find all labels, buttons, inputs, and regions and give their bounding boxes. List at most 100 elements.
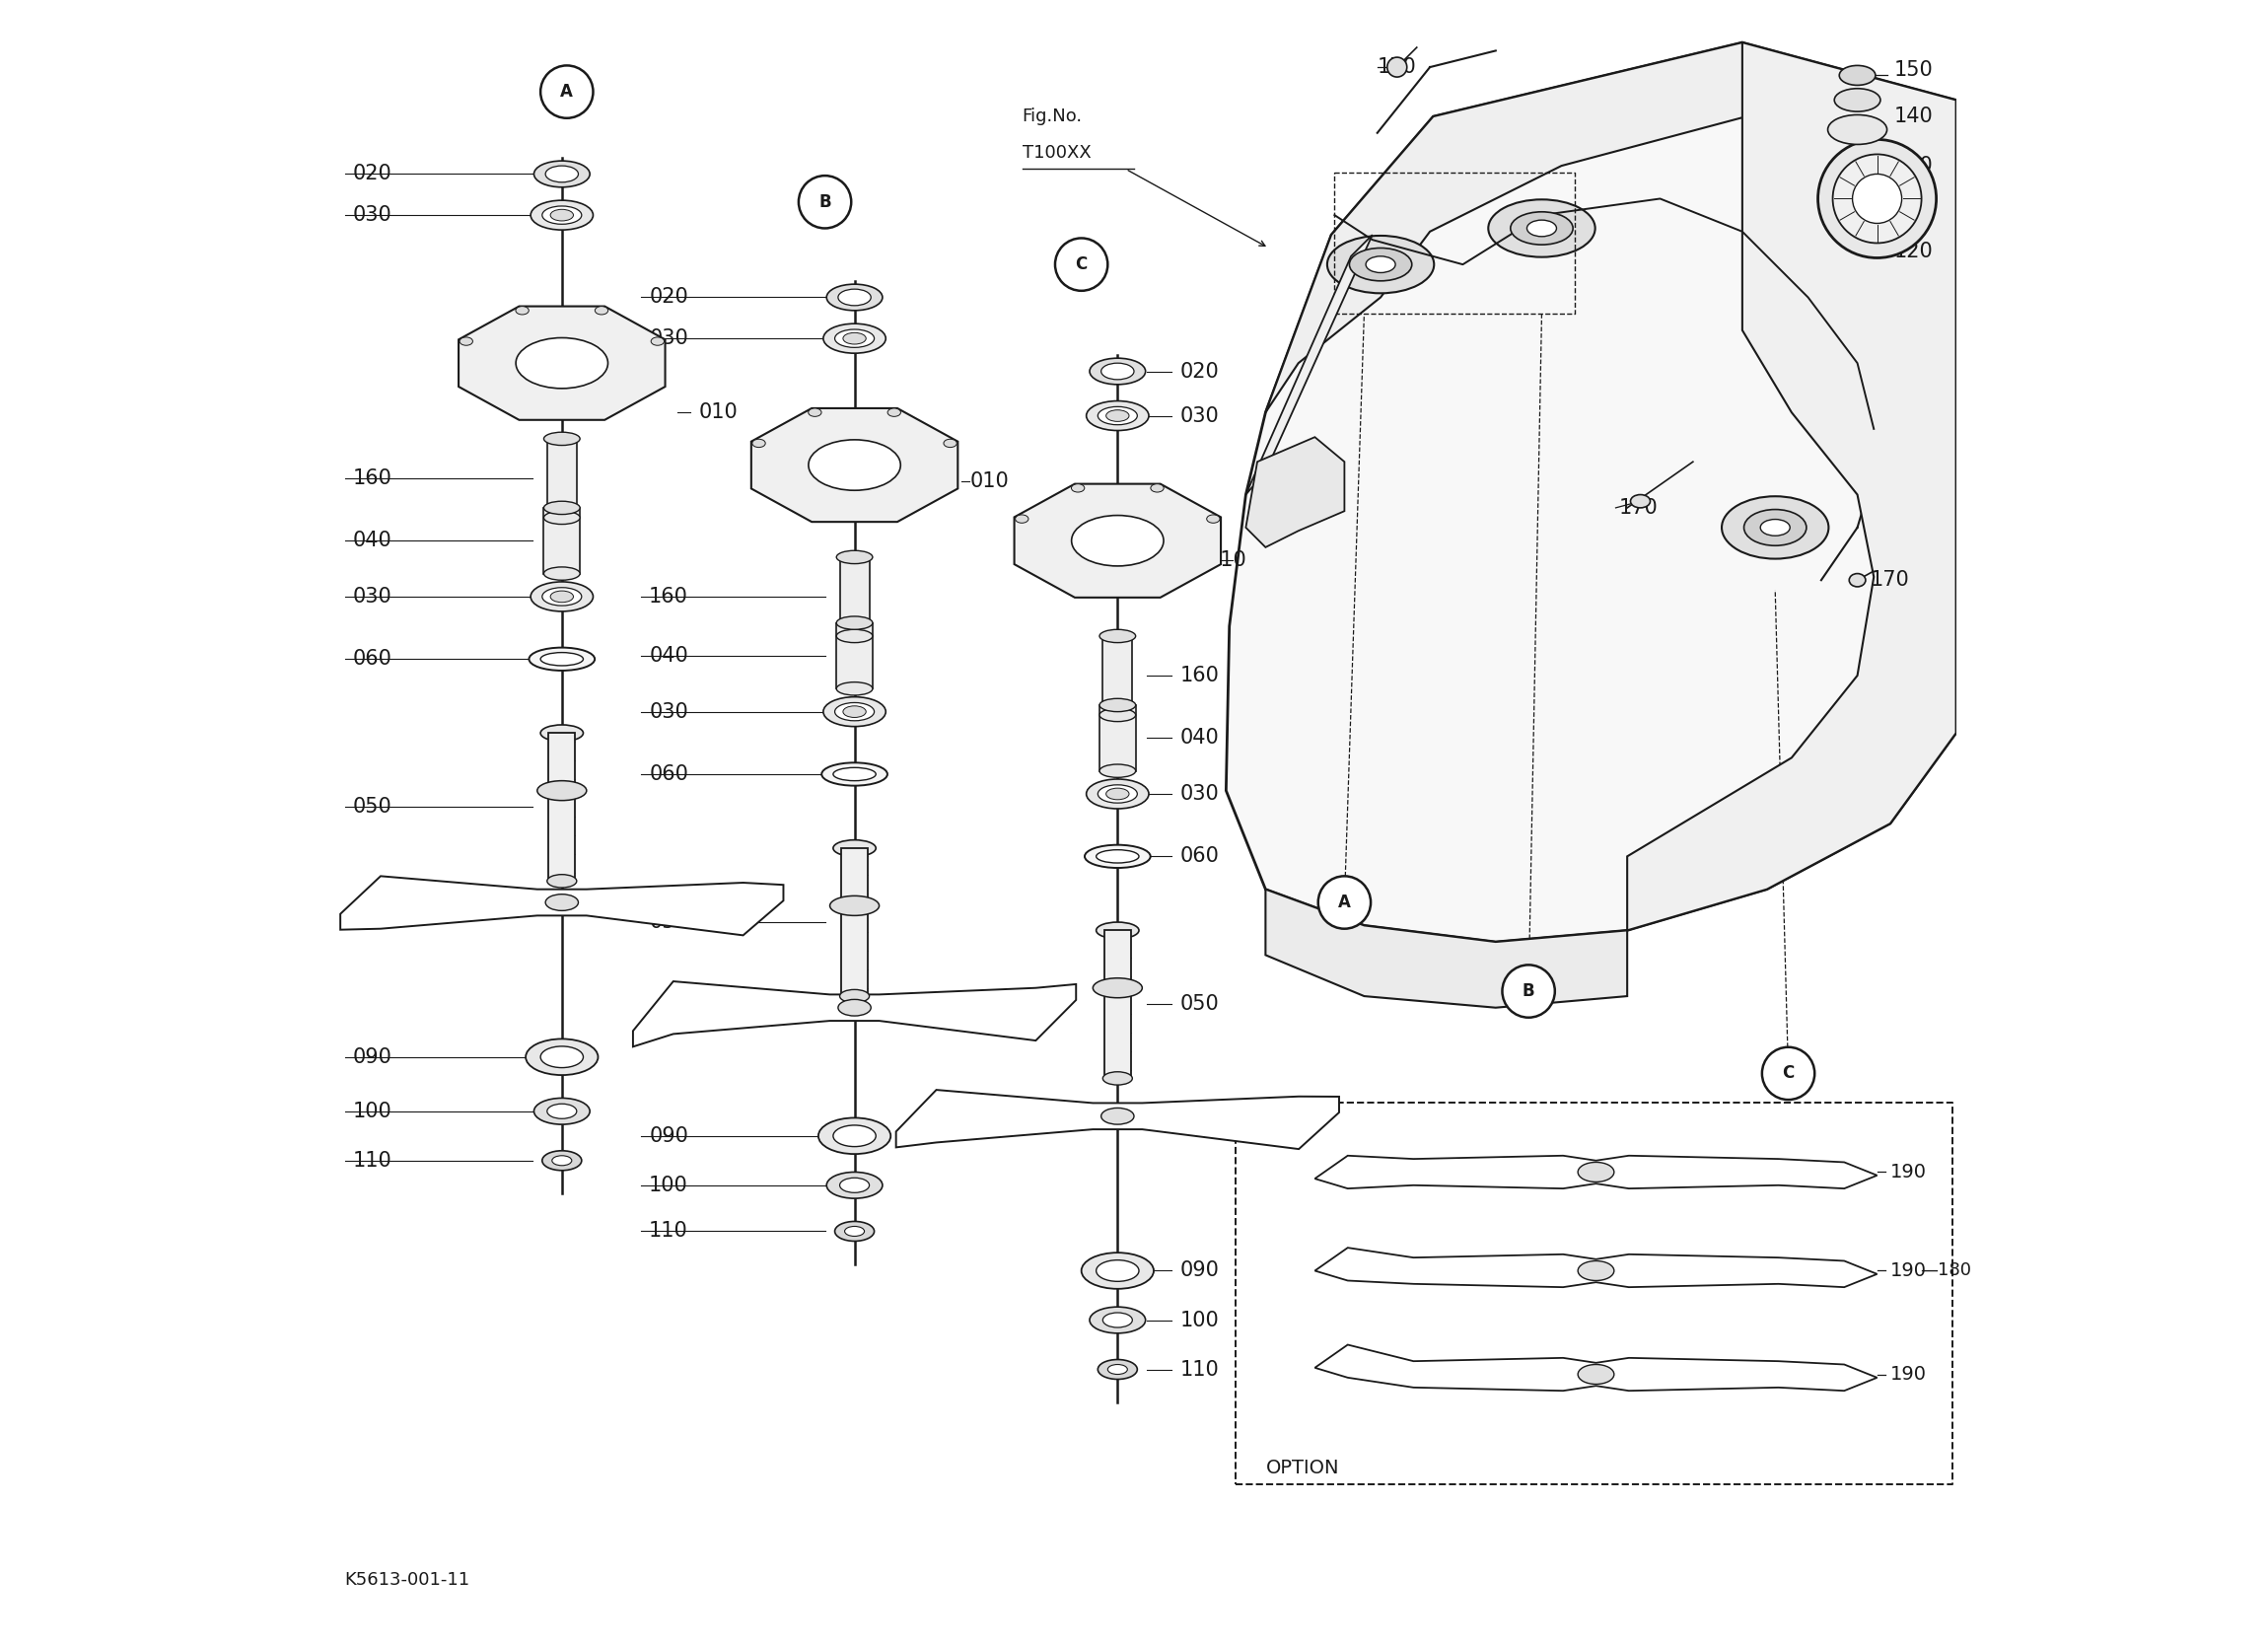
Text: 110: 110: [354, 1151, 392, 1171]
Text: 050: 050: [1179, 995, 1220, 1015]
Text: 040: 040: [649, 646, 687, 665]
Ellipse shape: [1016, 516, 1027, 524]
Polygon shape: [1014, 484, 1220, 598]
Ellipse shape: [1100, 708, 1136, 721]
Ellipse shape: [1102, 1072, 1132, 1085]
Text: 080: 080: [905, 1003, 943, 1023]
Ellipse shape: [1828, 115, 1887, 145]
Ellipse shape: [1100, 698, 1136, 712]
Text: 160: 160: [354, 468, 392, 488]
Text: 050: 050: [354, 797, 392, 817]
Circle shape: [798, 176, 850, 229]
Ellipse shape: [1093, 978, 1143, 998]
Text: 160: 160: [649, 586, 687, 606]
Ellipse shape: [839, 990, 869, 1003]
Circle shape: [1055, 239, 1107, 292]
Ellipse shape: [823, 324, 887, 352]
Ellipse shape: [1839, 66, 1876, 86]
Ellipse shape: [807, 440, 900, 491]
Ellipse shape: [1107, 789, 1129, 800]
Ellipse shape: [1100, 764, 1136, 777]
Text: 090: 090: [1179, 1262, 1220, 1281]
Ellipse shape: [832, 1125, 875, 1146]
Ellipse shape: [538, 781, 587, 800]
Bar: [1105, 931, 1132, 1079]
Text: 080: 080: [642, 893, 680, 912]
Circle shape: [1318, 876, 1370, 929]
Ellipse shape: [544, 501, 581, 514]
Text: C: C: [1783, 1064, 1794, 1082]
Ellipse shape: [832, 840, 875, 856]
Ellipse shape: [1098, 407, 1136, 425]
Bar: [839, 557, 869, 636]
Ellipse shape: [1760, 519, 1789, 535]
Ellipse shape: [1086, 779, 1150, 809]
Ellipse shape: [544, 511, 581, 524]
Ellipse shape: [1207, 516, 1220, 524]
Ellipse shape: [544, 432, 581, 445]
Polygon shape: [896, 1090, 1338, 1150]
Text: Fig.No.: Fig.No.: [1023, 107, 1082, 125]
Ellipse shape: [839, 290, 871, 306]
Text: T100XX: T100XX: [1023, 143, 1091, 161]
Ellipse shape: [544, 166, 578, 183]
Circle shape: [1762, 1047, 1814, 1100]
Ellipse shape: [1150, 484, 1163, 492]
Ellipse shape: [540, 1046, 583, 1067]
Ellipse shape: [1095, 850, 1139, 863]
Ellipse shape: [1100, 629, 1136, 642]
Text: 110: 110: [1179, 1359, 1220, 1379]
Ellipse shape: [1819, 140, 1937, 259]
Polygon shape: [1315, 1344, 1878, 1390]
Polygon shape: [1315, 1248, 1878, 1288]
Text: 190: 190: [1889, 1163, 1928, 1181]
Text: 030: 030: [354, 586, 392, 606]
Text: A: A: [1338, 894, 1352, 911]
Ellipse shape: [540, 725, 583, 741]
Polygon shape: [1245, 436, 1345, 547]
Ellipse shape: [823, 697, 887, 726]
Ellipse shape: [807, 408, 821, 417]
Ellipse shape: [1579, 1163, 1615, 1183]
Bar: [549, 733, 576, 881]
Text: C: C: [1075, 255, 1086, 273]
Text: 100: 100: [1179, 1311, 1220, 1329]
Text: B: B: [1522, 982, 1535, 1000]
Text: 170: 170: [1619, 497, 1658, 517]
Ellipse shape: [1070, 516, 1163, 567]
Ellipse shape: [533, 1099, 590, 1125]
Ellipse shape: [819, 1118, 891, 1155]
Text: 130: 130: [1894, 156, 1932, 176]
Ellipse shape: [1853, 175, 1903, 224]
Ellipse shape: [839, 1178, 869, 1192]
Text: 020: 020: [649, 288, 687, 308]
Ellipse shape: [551, 591, 574, 603]
Text: 190: 190: [1889, 1262, 1928, 1280]
Ellipse shape: [826, 1173, 882, 1199]
Text: 030: 030: [354, 206, 392, 226]
Circle shape: [1501, 965, 1556, 1018]
Ellipse shape: [1102, 1313, 1132, 1327]
Ellipse shape: [1084, 845, 1150, 868]
Text: 080: 080: [950, 1110, 989, 1130]
Text: 170: 170: [1871, 570, 1910, 590]
Text: 030: 030: [649, 702, 687, 721]
Ellipse shape: [542, 206, 581, 224]
Ellipse shape: [551, 209, 574, 221]
Ellipse shape: [1631, 494, 1651, 507]
Polygon shape: [458, 306, 665, 420]
Text: 090: 090: [354, 1047, 392, 1067]
Ellipse shape: [837, 550, 873, 563]
Ellipse shape: [1833, 155, 1921, 244]
Ellipse shape: [1579, 1262, 1615, 1281]
Ellipse shape: [943, 440, 957, 448]
Text: K5613-001-11: K5613-001-11: [345, 1571, 469, 1589]
Ellipse shape: [1388, 58, 1406, 77]
Text: 010: 010: [1209, 550, 1247, 570]
Ellipse shape: [1579, 1364, 1615, 1383]
Ellipse shape: [1095, 922, 1139, 939]
Text: 160: 160: [1179, 665, 1220, 685]
Ellipse shape: [547, 1103, 576, 1118]
Text: 050: 050: [649, 912, 687, 932]
Text: 020: 020: [354, 165, 392, 184]
